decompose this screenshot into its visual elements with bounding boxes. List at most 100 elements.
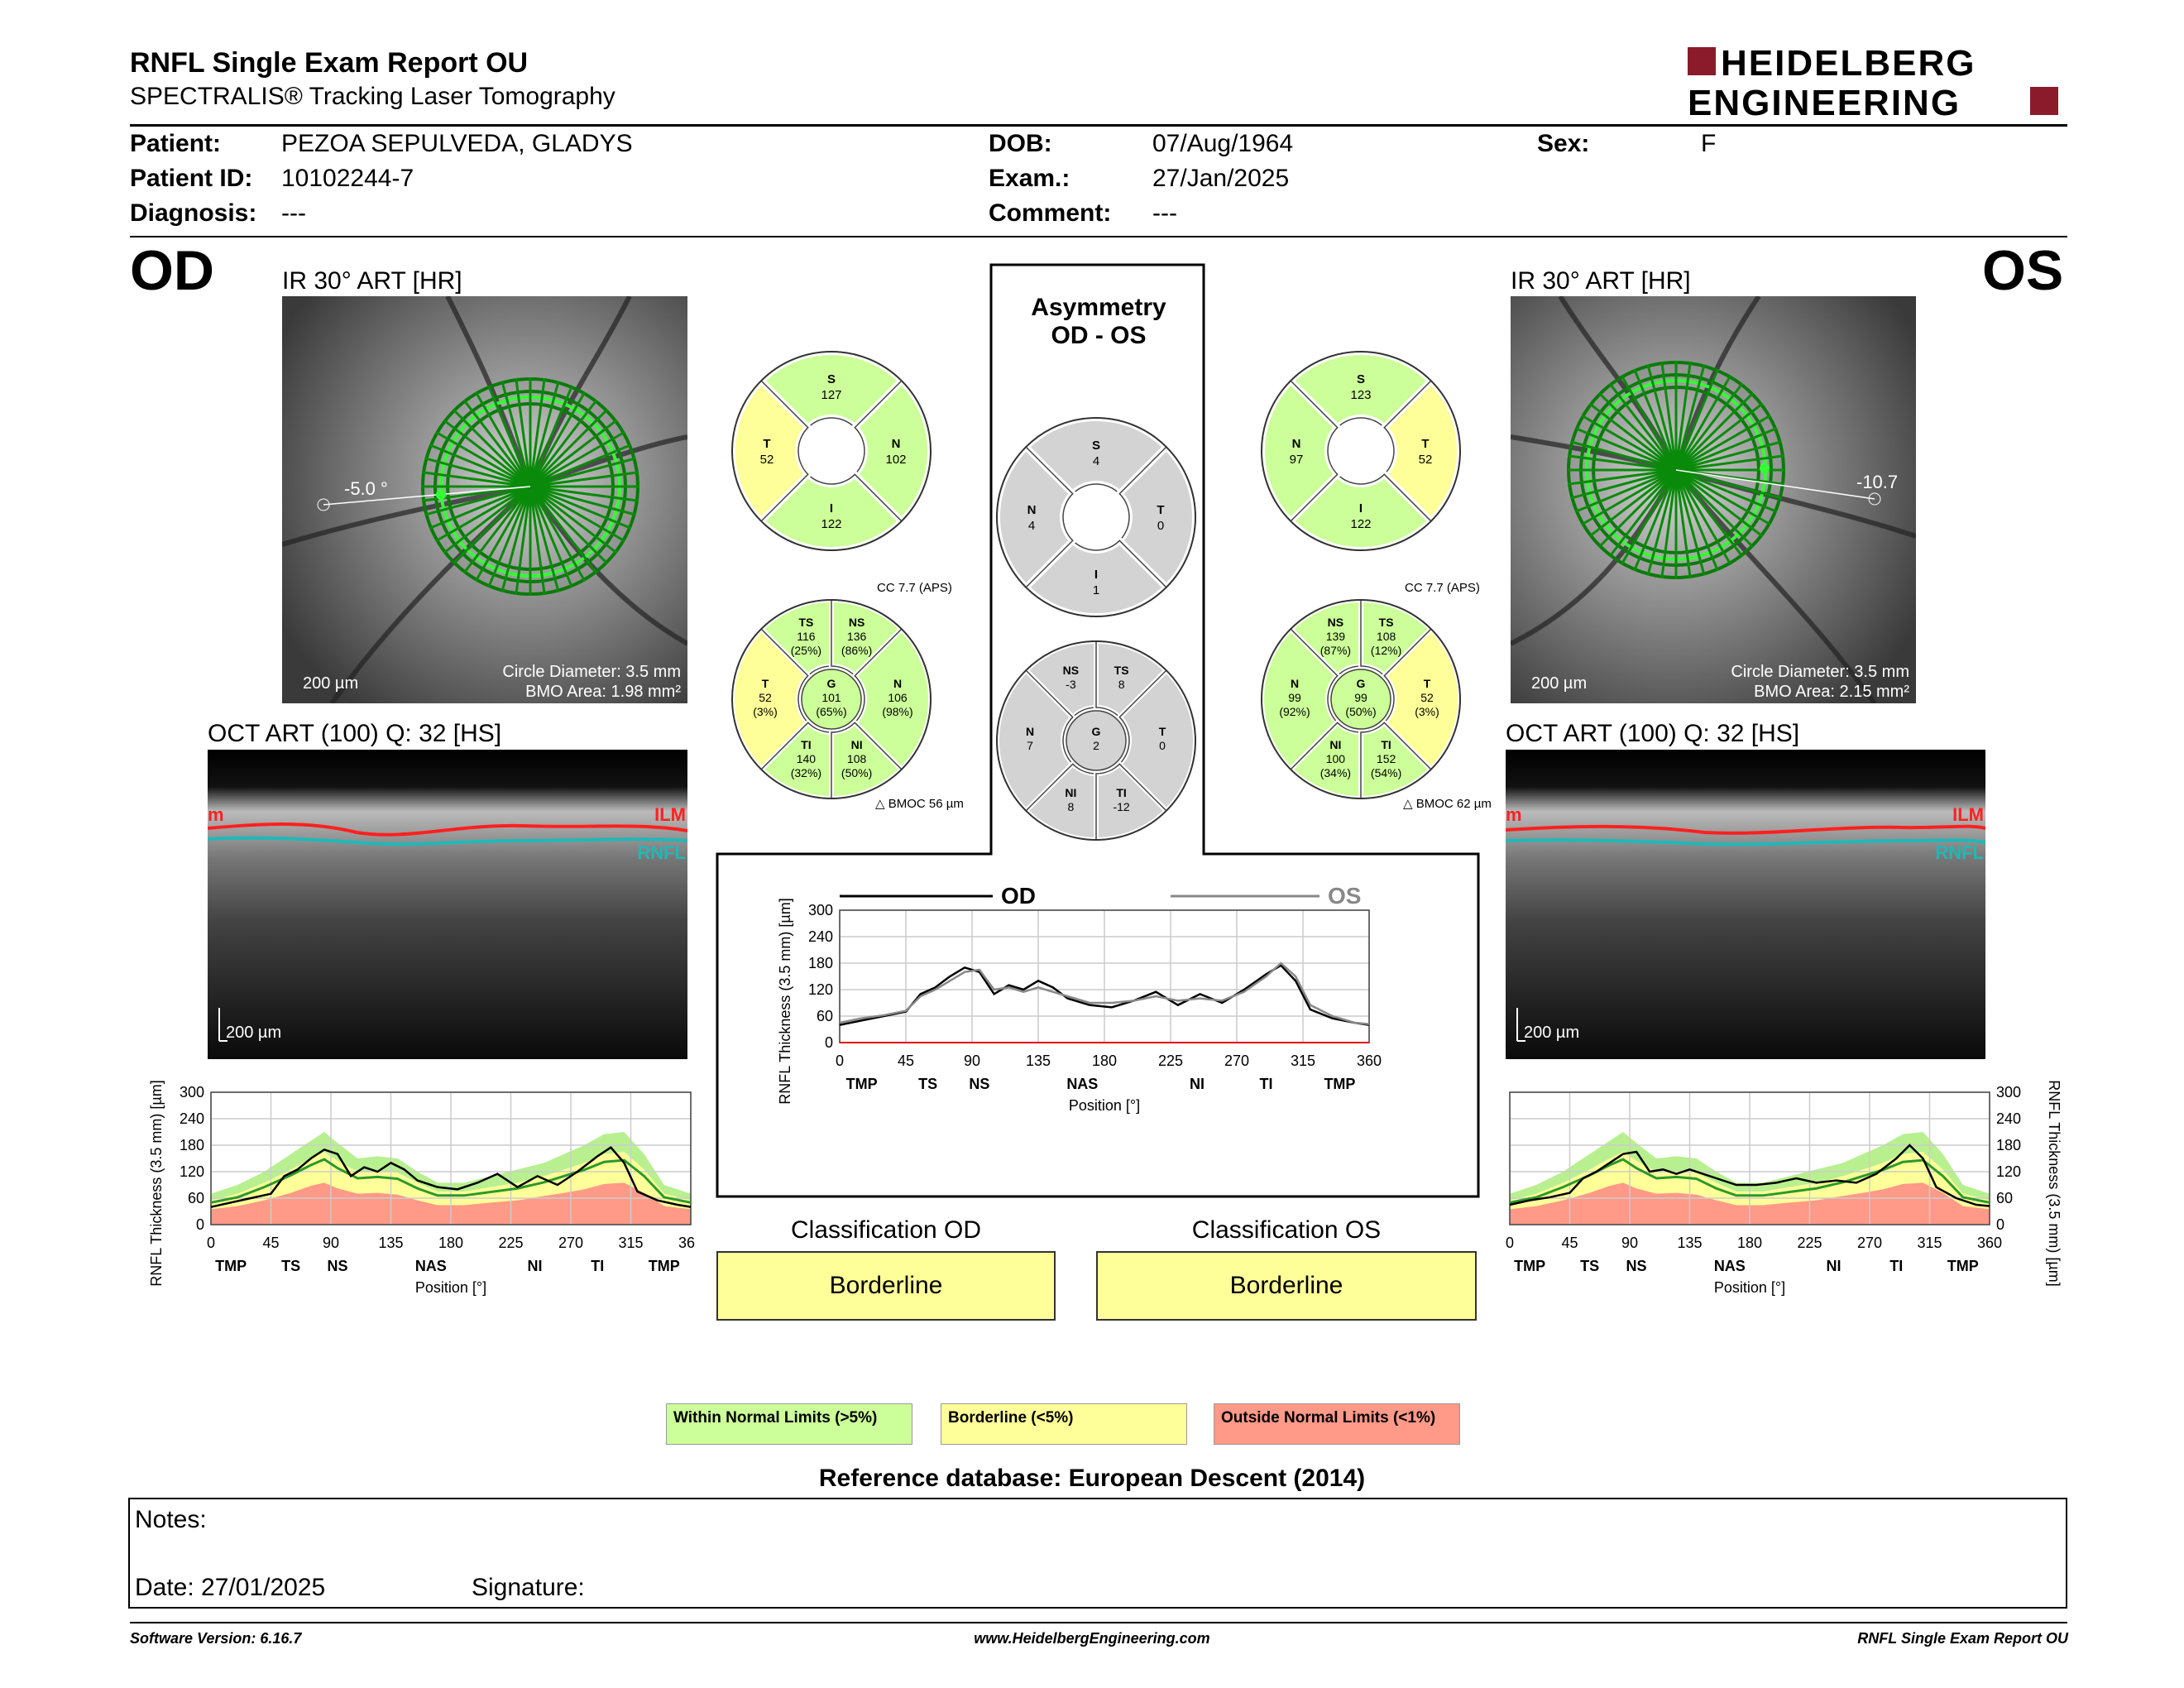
y-axis-label: RNFL Thickness (3.5 mm) [µm] [148,1080,165,1286]
od-sector-value-T: 52 [760,453,774,467]
sector-tick: TS [281,1258,300,1274]
os-sector-label-T: T [1421,437,1429,451]
asym-sector-label-NI: NI [1065,786,1076,799]
y-tick: 60 [188,1190,204,1206]
x-tick: 0 [836,1053,844,1069]
od-sector-value-NI: 108 [847,752,867,765]
x-tick: 270 [1224,1053,1249,1069]
os-sector-label-TI: TI [1381,738,1391,751]
x-tick: 360 [1357,1053,1382,1069]
os-sector-G [1330,669,1391,730]
sex: F [1701,130,1717,157]
svg-text:ENGINEERING: ENGINEERING [1688,83,1961,118]
od-angle: -5.0 ° [344,478,388,499]
x-tick: 270 [558,1235,583,1251]
asym-sector-label-T: T [1157,503,1164,517]
y-tick: 120 [1996,1163,2021,1180]
series-line-OS [839,961,1370,1025]
os-sector-pct-G: (50%) [1345,705,1376,718]
os-sector-pct-T: (3%) [1415,705,1439,718]
od-circle-diameter: Circle Diameter: 3.5 mm [502,663,681,681]
asym-sector-G [1066,710,1127,771]
od-sector-value-N: 106 [888,691,908,704]
od-cc: CC 7.7 (APS) [877,581,952,595]
reference-database: Reference database: European Descent (20… [818,1465,1366,1492]
os-sector-label-TS: TS [1379,616,1394,629]
od-ilm-left: m [208,804,224,825]
sector-tick: TI [591,1258,604,1274]
os-circle-diameter: Circle Diameter: 3.5 mm [1731,663,1909,681]
classification-od-title: Classification OD [790,1216,982,1244]
report-subtitle: SPECTRALIS® Tracking Laser Tomography [130,83,615,110]
sector-tick: TI [1889,1258,1903,1274]
series-line-OD [839,964,1370,1026]
sector-tick: NAS [415,1258,447,1274]
y-tick: 300 [808,902,833,918]
asym-sector-value-I: 1 [1093,583,1099,597]
od-eye-label: OD [130,239,214,302]
od-sector-label-N: N [893,677,902,690]
asym-sector-label-G: G [1092,725,1101,738]
diagnosis: --- [281,199,306,227]
od-sector-G [801,669,862,730]
od-sector-label-TS: TS [798,616,813,629]
comment-label: Comment: [989,199,1112,227]
x-tick: 45 [262,1235,279,1251]
x-tick: 90 [1621,1235,1638,1251]
sector-tick: NAS [1714,1258,1746,1274]
os-sector-label-G: G [1357,677,1366,690]
od-oct-image: m ILM RNFL 200 µm [208,750,687,1059]
os-sector-label-T: T [1424,677,1431,690]
y-tick: 60 [1996,1190,2013,1206]
os-sector-value-TS: 108 [1377,630,1396,643]
y-tick: 0 [825,1034,833,1051]
asym-sector-label-N: N [1027,503,1037,517]
os-bmoc: △ BMOC 62 µm [1403,797,1492,811]
od-bmo-area: BMO Area: 1.98 mm² [525,683,681,701]
heidelberg-logo: HEIDELBERG ENGINEERING [1688,43,2068,123]
od-sector-label-T: T [763,437,770,451]
x-tick: 180 [1092,1053,1117,1069]
report-title: RNFL Single Exam Report OU [130,47,529,79]
legend-normal: Within Normal Limits (>5%) [666,1403,912,1445]
os-bmo-area: BMO Area: 2.15 mm² [1754,683,1909,701]
comment: --- [1152,199,1177,227]
measured-profile [1509,1144,1990,1207]
od-sector-pct-TS: (25%) [791,644,821,657]
os-sector-value-G: 99 [1354,691,1367,704]
y-axis-label: RNFL Thickness (3.5 mm) [µm] [2046,1080,2062,1286]
x-tick: 225 [1797,1235,1822,1251]
od-sector-label-NI: NI [851,738,863,751]
y-tick: 240 [808,928,833,945]
x-tick: 315 [618,1235,643,1251]
od-sector-value-TI: 140 [797,752,817,765]
os-sector-pct-N: (92%) [1279,705,1310,718]
legend-borderline: Borderline (<5%) [941,1403,1187,1445]
x-tick: 225 [498,1235,523,1251]
sector-tick: TMP [846,1076,878,1092]
od-oct-title: OCT ART (100) Q: 32 [HS] [208,720,502,747]
asym-sector-value-T: 0 [1159,739,1166,752]
od-rnfl-profile: 0 60 120 180 240 300 0 45 90 135 180 225 270 315 360 TM… [148,1080,695,1296]
x-tick: 90 [323,1235,339,1251]
sector-tick: TMP [215,1258,247,1274]
os-ir-image: -10.7 200 µm Circle Diameter: 3.5 mm BMO… [1511,296,1916,703]
patient-name: PEZOA SEPULVEDA, GLADYS [281,130,633,157]
asym-sector-value-S: 4 [1093,454,1099,468]
sector-tick: NAS [1066,1076,1098,1092]
dob-label: DOB: [989,130,1052,157]
x-tick: 360 [1977,1235,2002,1251]
asym-sector-value-N: 7 [1027,739,1033,752]
od-sector-value-G: 101 [821,691,841,704]
os-cc: CC 7.7 (APS) [1405,581,1480,595]
patient-rule [130,236,2067,237]
os-sector-label-I: I [1359,501,1363,516]
od-sector-pct-T: (3%) [753,705,778,718]
os-ilm-label: ILM [1952,804,1984,825]
asym-sector-value-NI: 8 [1067,800,1074,813]
od-bmoc: △ BMOC 56 µm [875,797,964,811]
y-tick: 0 [196,1216,204,1233]
y-axis-label: RNFL Thickness (3.5 mm) [µm] [777,898,793,1104]
